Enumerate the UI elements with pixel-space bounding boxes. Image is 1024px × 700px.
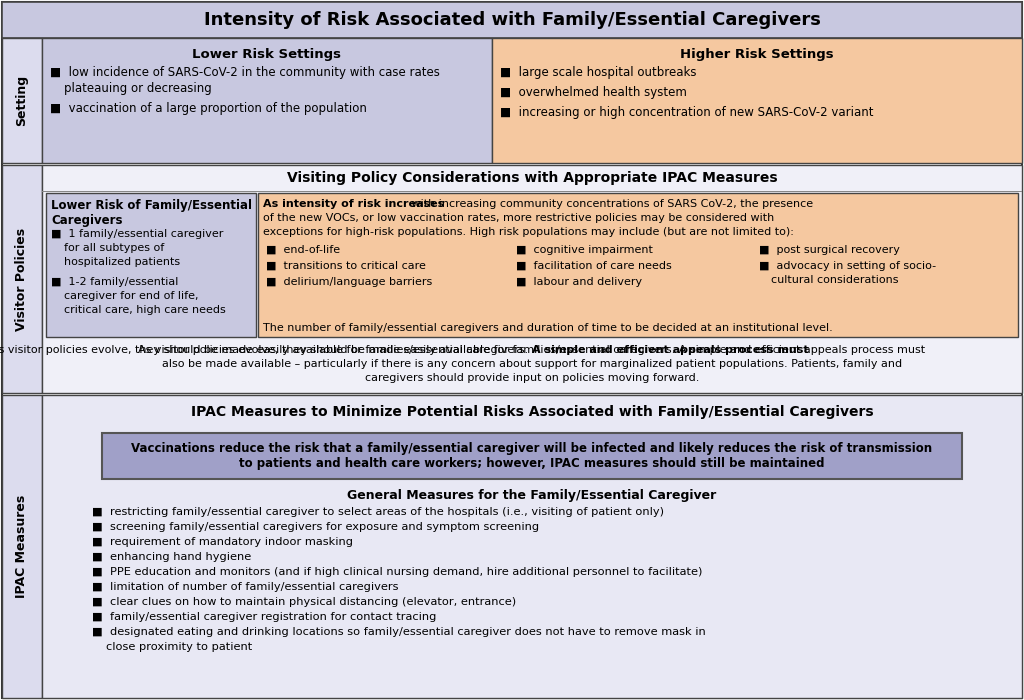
Text: ■  low incidence of SARS-CoV-2 in the community with case rates: ■ low incidence of SARS-CoV-2 in the com…	[50, 66, 440, 79]
Text: ■  labour and delivery: ■ labour and delivery	[516, 277, 642, 287]
Text: As intensity of risk increases: As intensity of risk increases	[263, 199, 444, 209]
Text: ■  1 family/essential caregiver: ■ 1 family/essential caregiver	[51, 229, 223, 239]
Text: ■  delirium/language barriers: ■ delirium/language barriers	[266, 277, 432, 287]
Bar	[2, 2, 1022, 38]
Text: Lower Risk Settings: Lower Risk Settings	[193, 48, 341, 61]
Bar	[492, 38, 1022, 163]
Bar	[258, 193, 1018, 337]
Text: Visiting Policy Considerations with Appropriate IPAC Measures: Visiting Policy Considerations with Appr…	[287, 171, 777, 185]
Text: ■  1-2 family/essential: ■ 1-2 family/essential	[51, 277, 178, 287]
Text: ■  limitation of number of family/essential caregivers: ■ limitation of number of family/essenti…	[92, 582, 398, 592]
Text: with increasing community concentrations of SARS CoV-2, the presence: with increasing community concentrations…	[409, 199, 814, 209]
Text: ■  advocacy in setting of socio-: ■ advocacy in setting of socio-	[759, 261, 936, 271]
Text: hospitalized patients: hospitalized patients	[63, 257, 180, 267]
Text: ■  PPE education and monitors (and if high clinical nursing demand, hire additio: ■ PPE education and monitors (and if hig…	[92, 567, 702, 577]
Text: ■  increasing or high concentration of new SARS-CoV-2 variant: ■ increasing or high concentration of ne…	[500, 106, 873, 119]
Bar	[42, 191, 1022, 192]
Text: plateauing or decreasing: plateauing or decreasing	[63, 82, 212, 95]
Text: exceptions for high-risk populations. High risk populations may include (but are: exceptions for high-risk populations. Hi…	[263, 227, 794, 237]
Text: ■  clear clues on how to maintain physical distancing (elevator, entrance): ■ clear clues on how to maintain physica…	[92, 597, 516, 607]
Text: General Measures for the Family/Essential Caregiver: General Measures for the Family/Essentia…	[347, 489, 717, 502]
Text: ■  designated eating and drinking locations so family/essential caregiver does n: ■ designated eating and drinking locatio…	[92, 627, 706, 637]
Text: ■  enhancing hand hygiene: ■ enhancing hand hygiene	[92, 552, 251, 562]
Bar	[46, 193, 256, 337]
Text: Vaccinations reduce the risk that a family/essential caregiver will be infected : Vaccinations reduce the risk that a fami…	[131, 442, 933, 470]
Text: A simple and efficient appeals process must: A simple and efficient appeals process m…	[532, 345, 809, 355]
Text: IPAC Measures to Minimize Potential Risks Associated with Family/Essential Careg: IPAC Measures to Minimize Potential Risk…	[190, 405, 873, 419]
Text: for all subtypes of: for all subtypes of	[63, 243, 164, 253]
Text: Intensity of Risk Associated with Family/Essential Caregivers: Intensity of Risk Associated with Family…	[204, 11, 820, 29]
Text: cultural considerations: cultural considerations	[771, 275, 898, 285]
Text: ■  end-of-life: ■ end-of-life	[266, 245, 340, 255]
Bar	[42, 38, 492, 163]
Bar	[2, 38, 42, 163]
Text: ■  screening family/essential caregivers for exposure and symptom screening: ■ screening family/essential caregivers …	[92, 522, 539, 532]
Text: IPAC Measures: IPAC Measures	[15, 495, 29, 598]
Text: Lower Risk of Family/Essential
Caregivers: Lower Risk of Family/Essential Caregiver…	[51, 199, 252, 227]
Text: ■  vaccination of a large proportion of the population: ■ vaccination of a large proportion of t…	[50, 102, 367, 115]
Text: As visitor policies evolve, they should be made easily available for families/es: As visitor policies evolve, they should …	[138, 345, 926, 355]
Bar	[2, 165, 42, 393]
Text: The number of family/essential caregivers and duration of time to be decided at : The number of family/essential caregiver…	[263, 323, 833, 333]
Text: As visitor policies evolve, they should be made easily available for families/es: As visitor policies evolve, they should …	[0, 345, 532, 355]
Text: ■  large scale hospital outbreaks: ■ large scale hospital outbreaks	[500, 66, 696, 79]
Bar	[2, 395, 42, 698]
Text: ■  requirement of mandatory indoor masking: ■ requirement of mandatory indoor maskin…	[92, 537, 353, 547]
Text: also be made available – particularly if there is any concern about support for : also be made available – particularly if…	[162, 359, 902, 369]
Text: of the new VOCs, or low vaccination rates, more restrictive policies may be cons: of the new VOCs, or low vaccination rate…	[263, 213, 774, 223]
Text: ■  post surgical recovery: ■ post surgical recovery	[759, 245, 900, 255]
Text: Higher Risk Settings: Higher Risk Settings	[680, 48, 834, 61]
Bar	[42, 395, 1022, 698]
Text: caregivers should provide input on policies moving forward.: caregivers should provide input on polic…	[365, 373, 699, 383]
Text: ■  cognitive impairment: ■ cognitive impairment	[516, 245, 653, 255]
Text: ■  restricting family/essential caregiver to select areas of the hospitals (i.e.: ■ restricting family/essential caregiver…	[92, 507, 664, 517]
Text: ■  transitions to critical care: ■ transitions to critical care	[266, 261, 426, 271]
Text: ■  family/essential caregiver registration for contact tracing: ■ family/essential caregiver registratio…	[92, 612, 436, 622]
Text: caregiver for end of life,: caregiver for end of life,	[63, 291, 199, 301]
Bar	[102, 433, 962, 479]
Text: close proximity to patient: close proximity to patient	[106, 642, 252, 652]
Text: ■  overwhelmed health system: ■ overwhelmed health system	[500, 86, 687, 99]
Text: Visitor Policies: Visitor Policies	[15, 228, 29, 330]
Bar	[42, 165, 1022, 393]
Text: critical care, high care needs: critical care, high care needs	[63, 305, 225, 315]
Text: ■  facilitation of care needs: ■ facilitation of care needs	[516, 261, 672, 271]
Text: Setting: Setting	[15, 75, 29, 126]
